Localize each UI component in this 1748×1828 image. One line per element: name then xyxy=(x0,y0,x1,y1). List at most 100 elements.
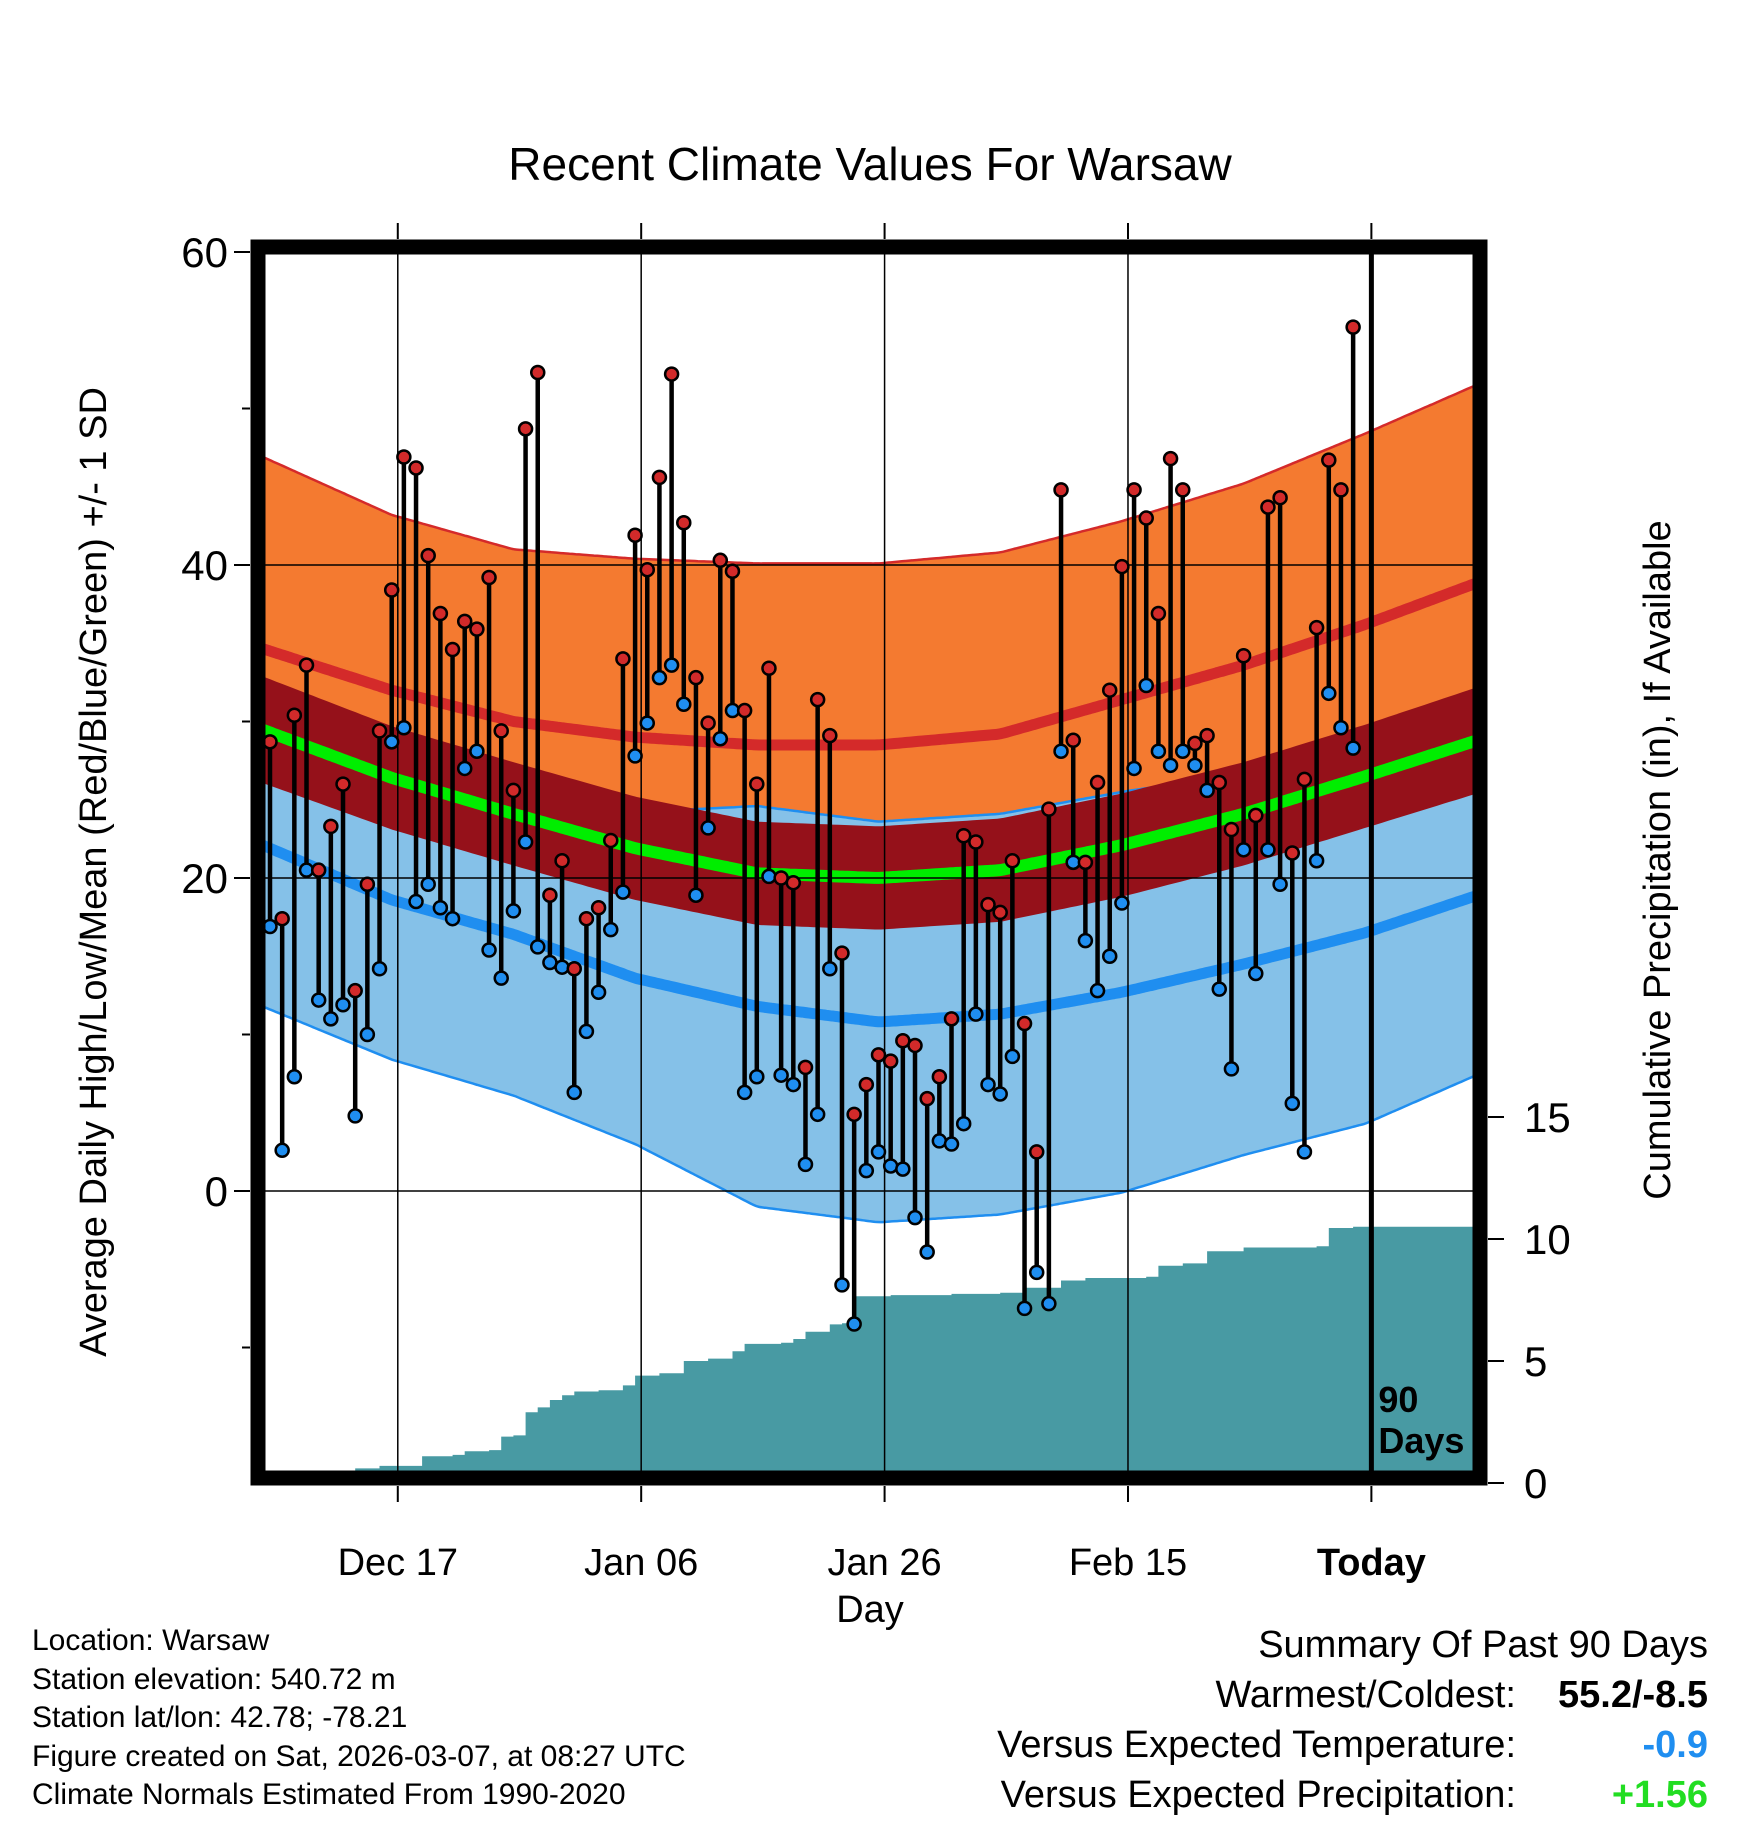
daily-high-marker xyxy=(590,899,607,916)
daily-low-marker xyxy=(566,1084,582,1101)
daily-low-marker xyxy=(761,868,777,885)
daily-high-marker xyxy=(1333,482,1349,498)
daily-high-marker xyxy=(1089,774,1106,791)
daily-low-marker xyxy=(578,1023,595,1040)
daily-high-marker xyxy=(858,1076,875,1093)
normal-high-upper-edge xyxy=(258,382,1480,565)
daily-low-marker xyxy=(323,1011,339,1027)
temp-anomaly-value: -0.9 xyxy=(1642,1724,1708,1766)
daily-high-marker xyxy=(809,691,826,708)
daily-high-marker xyxy=(517,421,534,437)
daily-low-marker xyxy=(1187,757,1203,774)
warmest-coldest-row: Warmest/Coldest: 55.2/-8.5 xyxy=(997,1670,1708,1720)
daily-high-marker xyxy=(1065,732,1081,749)
daily-high-marker xyxy=(980,896,996,913)
daily-low-marker xyxy=(481,942,497,958)
daily-high-marker xyxy=(1016,1015,1033,1032)
daily-high-marker xyxy=(1345,319,1361,335)
daily-high-marker xyxy=(481,569,497,586)
daily-high-marker xyxy=(639,561,656,578)
daily-high-marker xyxy=(1321,452,1337,468)
daily-high-marker xyxy=(1272,489,1288,506)
daily-low-marker xyxy=(773,1067,789,1083)
daily-low-marker xyxy=(1077,932,1094,949)
daily-low-marker xyxy=(469,743,485,759)
daily-high-marker xyxy=(1248,807,1264,824)
daily-low-marker xyxy=(895,1161,911,1177)
daily-high-marker xyxy=(1284,845,1301,861)
daily-low-marker xyxy=(676,696,692,713)
daily-high-marker xyxy=(1004,853,1021,869)
daily-high-marker xyxy=(432,605,449,622)
summary-panel: Summary Of Past 90 Days Warmest/Coldest:… xyxy=(997,1620,1708,1820)
daily-low-marker xyxy=(371,961,388,977)
daily-low-marker xyxy=(1272,876,1288,893)
daily-low-marker xyxy=(1041,1295,1057,1312)
daily-high-marker xyxy=(1235,648,1252,664)
daily-high-marker xyxy=(712,552,729,569)
daily-high-marker xyxy=(420,547,436,564)
y2-tick-label: 15 xyxy=(1524,1094,1571,1141)
daily-low-marker xyxy=(432,899,449,916)
daily-high-marker xyxy=(1150,605,1167,622)
daily-high-marker xyxy=(335,776,351,792)
daily-low-marker xyxy=(834,1277,850,1293)
daily-low-marker xyxy=(1308,853,1325,869)
daily-low-marker xyxy=(627,748,643,764)
normal-high-line xyxy=(258,576,1480,751)
daily-high-marker xyxy=(323,818,339,835)
daily-low-marker xyxy=(408,893,424,910)
x-tick-label: Jan 26 xyxy=(828,1542,942,1584)
cumulative-precip-area xyxy=(306,1226,1480,1478)
daily-high-marker xyxy=(347,982,363,999)
y-tick-label: 20 xyxy=(181,855,228,902)
daily-high-marker xyxy=(627,527,643,544)
daily-high-marker xyxy=(761,660,777,677)
plot-interior xyxy=(258,247,1480,1478)
daily-high-marker xyxy=(578,910,595,927)
daily-low-marker xyxy=(1126,760,1142,777)
daily-high-marker xyxy=(1041,801,1057,817)
daily-high-marker xyxy=(408,460,424,476)
daily-low-marker xyxy=(1260,842,1276,858)
daily-low-marker xyxy=(1028,1264,1045,1281)
precip-anomaly-value: +1.56 xyxy=(1611,1774,1708,1816)
created-text: Figure created on Sat, 2026-03-07, at 08… xyxy=(32,1739,686,1773)
daily-low-marker xyxy=(639,715,656,731)
daily-high-marker xyxy=(919,1090,935,1107)
daily-low-marker xyxy=(1101,948,1118,964)
daily-high-marker xyxy=(1296,771,1313,788)
daily-high-marker xyxy=(724,563,741,580)
station-info: Location: Warsaw Station elevation: 540.… xyxy=(32,1622,686,1815)
daily-low-marker xyxy=(1345,740,1361,756)
daily-low-marker xyxy=(335,997,351,1013)
today-days-number: 90 xyxy=(1378,1379,1418,1420)
daily-high-marker xyxy=(834,945,850,961)
daily-high-marker xyxy=(1101,682,1118,698)
daily-high-marker xyxy=(700,715,716,731)
y-axis-label: Average Daily High/Low/Mean (Red/Blue/Gr… xyxy=(73,387,115,1357)
daily-high-marker xyxy=(1114,558,1130,575)
x-tick-label: Dec 17 xyxy=(338,1542,458,1584)
daily-high-marker xyxy=(505,782,522,799)
daily-low-marker xyxy=(554,959,570,975)
daily-high-marker xyxy=(651,469,668,486)
daily-low-marker xyxy=(858,1162,875,1179)
daily-high-marker xyxy=(882,1053,899,1069)
daily-low-marker xyxy=(615,884,631,900)
daily-low-marker xyxy=(1284,1095,1301,1112)
daily-high-marker xyxy=(469,621,485,637)
location-text: Location: Warsaw xyxy=(32,1624,270,1657)
daily-low-marker xyxy=(700,820,716,836)
daily-low-marker xyxy=(1150,743,1167,759)
daily-low-marker xyxy=(1321,685,1337,702)
precip-anomaly-label: Versus Expected Precipitation: xyxy=(1000,1774,1516,1816)
daily-low-marker xyxy=(493,970,509,986)
daily-low-marker xyxy=(712,730,729,747)
daily-high-marker xyxy=(870,1047,887,1063)
daily-low-marker xyxy=(809,1106,826,1123)
daily-low-marker xyxy=(1053,743,1069,759)
x-tick-label: Jan 06 xyxy=(584,1542,698,1584)
